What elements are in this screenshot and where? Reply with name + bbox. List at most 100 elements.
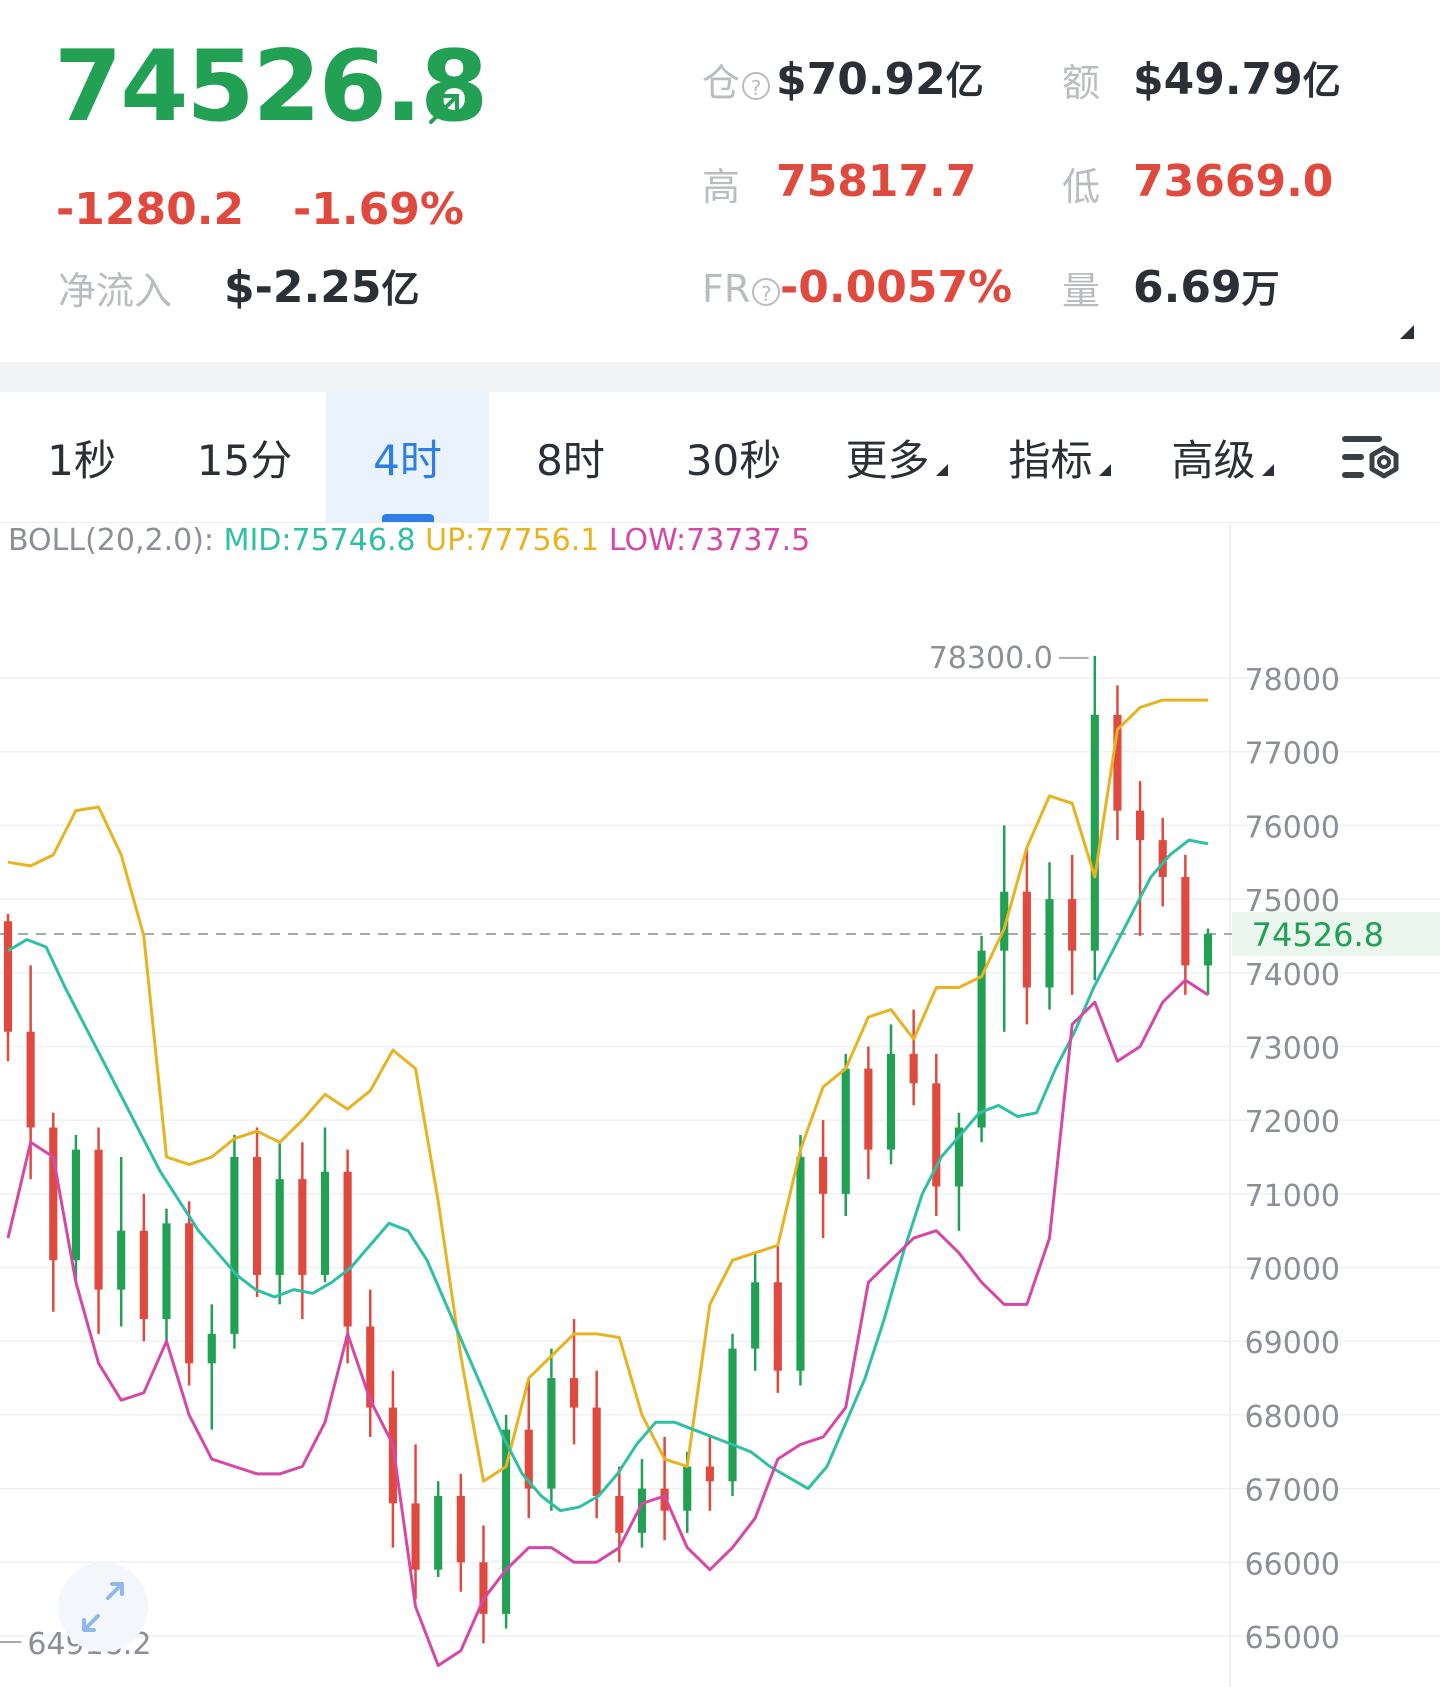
candle-body [524,1429,533,1489]
low-label: 低 [1062,165,1101,209]
high-label: 高 [702,165,741,209]
candle-body [637,1488,647,1533]
candlestick-chart[interactable]: 7800077000760007500074000730007200071000… [0,522,1440,1687]
candle-body [479,1562,488,1614]
candle-body [841,1068,850,1194]
last-price-tag [1232,911,1440,956]
boll-low-value: LOW:73737.5 [608,523,811,558]
candle-body [94,1149,103,1290]
divider [0,362,1440,392]
candle-body [298,1179,307,1275]
candle-body [388,1407,397,1504]
tab-15m[interactable]: 15分 [196,435,293,485]
tab-4h[interactable]: 4时 [326,392,489,522]
candle-body [434,1495,443,1570]
candle-body [864,1068,873,1150]
y-tick-label: 67000 [1245,1474,1340,1509]
candle-body [1090,714,1099,951]
net-inflow-value: $-2.25亿 [224,262,420,313]
candle-body [977,950,986,1128]
chart-settings-icon[interactable] [1338,430,1404,490]
dropdown-corner-icon [1098,464,1111,476]
tab-indicators[interactable]: 指标 [978,392,1141,522]
help-icon[interactable]: ? [752,277,781,306]
candle-body [773,1282,782,1371]
boll-up-value: UP:77756.1 [425,523,600,558]
y-tick-label: 65000 [1245,1621,1340,1656]
candle-body [547,1378,556,1489]
expand-icon [82,1582,124,1632]
boll-mid-line [7,838,1209,1513]
y-tick-label: 76000 [1245,810,1340,845]
y-tick-label: 77000 [1245,737,1340,772]
volume-label: 量 [1062,269,1101,313]
candle-body [954,1127,964,1187]
candle-body [819,1157,828,1194]
candle-body [909,1053,918,1084]
y-tick-label: 71000 [1245,1179,1340,1214]
price-change: -1280.2 [56,184,245,235]
candle-body [71,1149,80,1261]
tab-8h[interactable]: 8时 [536,435,605,485]
candle-body [49,1127,58,1261]
y-tick-label: 66000 [1245,1547,1340,1582]
y-tick-label: 68000 [1245,1400,1340,1435]
interval-tab-bar: 1秒 15分 4时 8时 30秒 更多 指标 高级 [0,392,1440,523]
funding-rate-label[interactable]: FR? [702,270,781,308]
boll-lower-line [6,978,1209,1667]
candle-body [252,1157,262,1275]
candle-body [230,1157,239,1334]
tab-more[interactable]: 更多 [815,392,978,522]
y-tick-label: 73000 [1245,1031,1340,1066]
candle-body [117,1230,126,1290]
candle-body [728,1348,737,1482]
candle-body [683,1466,692,1511]
candle-body [502,1429,511,1614]
expand-header-icon[interactable] [1400,325,1414,339]
candle-body [705,1466,714,1482]
candle-body [3,921,13,1032]
turnover-label: 额 [1062,61,1101,105]
max-price-label: 78300.0 [929,641,1053,676]
high-value: 75817.7 [776,156,977,207]
price-change-percent: -1.69% [293,184,464,235]
candle-body [185,1223,194,1364]
y-tick-label: 70000 [1245,1253,1340,1288]
candle-body [1068,899,1077,951]
y-tick-label: 78000 [1245,663,1340,698]
boll-upper-line [7,698,1208,1483]
candle-body [569,1378,579,1408]
open-interest-value: $70.92亿 [776,54,984,105]
help-icon[interactable]: ? [742,71,771,100]
last-price: 74526.8 [54,30,488,144]
candle-body [1181,876,1190,966]
candle-body [275,1179,284,1275]
candle-body [139,1230,148,1320]
candle-body [1000,891,1009,951]
tab-30s[interactable]: 30秒 [685,435,782,485]
candle-body [796,1157,805,1371]
tab-advanced[interactable]: 高级 [1141,392,1304,522]
boll-legend: BOLL(20,2.0): MID:75746.8 UP:77756.1 LOW… [8,524,810,558]
candle-body [366,1326,375,1408]
expand-chart-button[interactable] [58,1562,148,1652]
candle-body [1045,899,1054,988]
last-price-tag-label: 74526.8 [1252,916,1384,954]
tab-1s[interactable]: 1秒 [47,435,116,485]
candle-body [320,1171,330,1275]
candle-body [932,1083,941,1187]
candle-body [592,1407,601,1496]
open-interest-label[interactable]: 仓? [702,64,771,102]
y-tick-label: 72000 [1245,1105,1340,1140]
candle-body [1158,840,1167,877]
candle-body [1203,933,1213,966]
net-inflow-label: 净流入 [58,269,173,313]
candle-body [343,1171,352,1327]
dropdown-corner-icon [935,464,948,476]
candle-body [26,1031,35,1128]
funding-rate-value: -0.0057% [780,262,1013,313]
boll-mid-value: MID:75746.8 [223,523,416,558]
candle-body [1136,810,1145,841]
y-tick-label: 74000 [1245,958,1340,993]
candle-body [411,1503,420,1570]
